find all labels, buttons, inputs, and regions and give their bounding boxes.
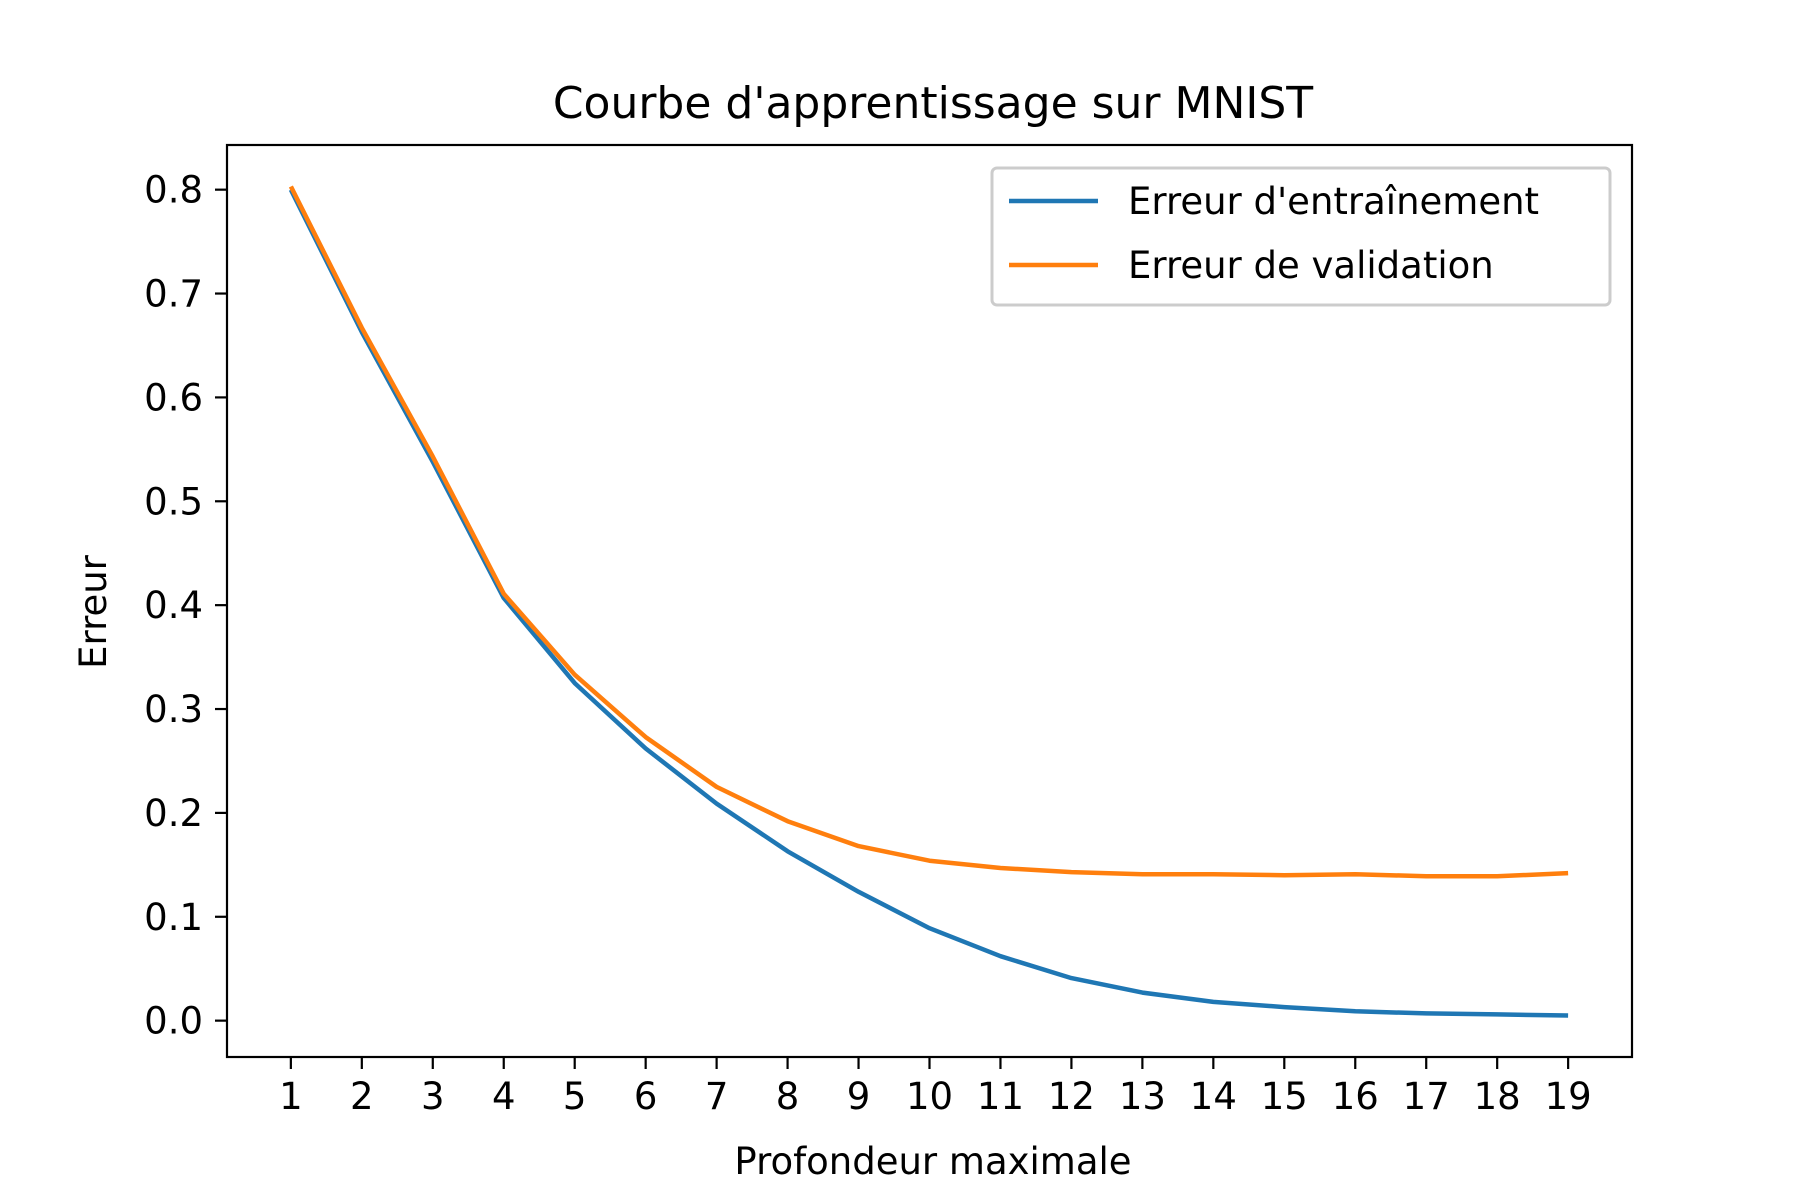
x-tick-label: 2	[350, 1075, 374, 1118]
x-tick-label: 13	[1119, 1075, 1166, 1118]
y-tick-label: 0.8	[144, 169, 203, 212]
x-tick-label: 17	[1403, 1075, 1450, 1118]
x-tick-label: 9	[847, 1075, 871, 1118]
axes-frame	[225, 143, 1634, 1059]
y-tick-label: 0.4	[144, 584, 203, 627]
series-line-1	[288, 188, 1569, 1018]
x-tick-label: 11	[977, 1075, 1024, 1118]
x-tick-label: 16	[1332, 1075, 1379, 1118]
y-axis-label: Erreur	[72, 554, 115, 669]
x-tick-label: 8	[776, 1075, 800, 1118]
x-axis-label: Profondeur maximale	[734, 1140, 1131, 1183]
x-tick-label: 7	[705, 1075, 729, 1118]
y-tick-label: 0.1	[144, 896, 203, 939]
x-tick-label: 10	[906, 1075, 953, 1118]
series-layer	[288, 185, 1569, 1018]
legend-label-series-1: Erreur d'entraînement	[1128, 180, 1539, 223]
x-tick-label: 19	[1545, 1075, 1592, 1118]
x-tick-label: 5	[563, 1075, 587, 1118]
x-tick-label: 15	[1261, 1075, 1308, 1118]
x-axis-ticks: 1 2 3 4 5 6 7 8 9 10 11 12 13 14 15 16 17 18 19	[279, 1057, 1592, 1118]
x-tick-label: 1	[279, 1075, 303, 1118]
x-tick-label: 12	[1048, 1075, 1095, 1118]
y-tick-label: 0.3	[144, 688, 203, 731]
legend: Erreur d'entraînement Erreur de validati…	[990, 166, 1612, 307]
y-tick-label: 0.6	[144, 376, 203, 419]
series-line-2	[288, 185, 1569, 879]
x-tick-label: 18	[1474, 1075, 1521, 1118]
x-tick-label: 14	[1190, 1075, 1237, 1118]
x-tick-label: 6	[634, 1075, 658, 1118]
y-axis-ticks: 0.0 0.1 0.2 0.3 0.4 0.5 0.6 0.7 0.8	[144, 169, 227, 1043]
y-tick-label: 0.7	[144, 273, 203, 316]
legend-box	[990, 166, 1612, 307]
x-tick-label: 3	[421, 1075, 445, 1118]
x-tick-label: 4	[492, 1075, 516, 1118]
chart-title: Courbe d'apprentissage sur MNIST	[553, 78, 1313, 129]
y-tick-label: 0.0	[144, 1000, 203, 1043]
y-tick-label: 0.5	[144, 480, 203, 523]
y-tick-label: 0.2	[144, 792, 203, 835]
legend-label-series-2: Erreur de validation	[1128, 244, 1494, 287]
